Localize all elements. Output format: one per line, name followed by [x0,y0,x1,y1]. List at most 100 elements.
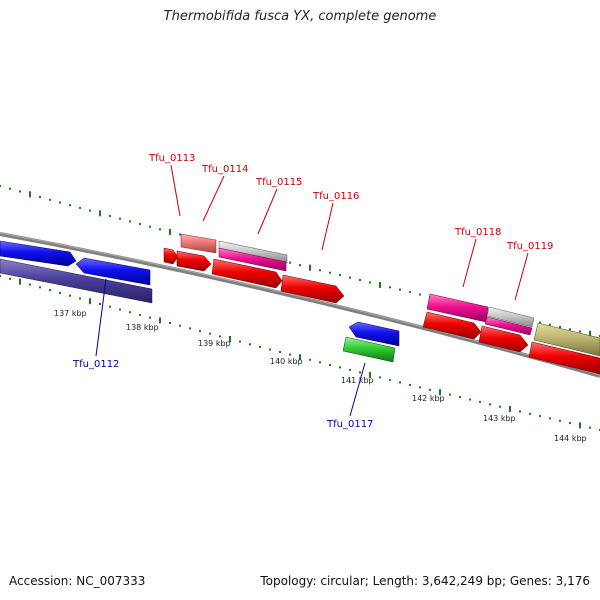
major-tick [29,191,31,198]
gene-tfu-0116-a[interactable] [211,258,283,289]
minor-tick [309,358,311,361]
minor-tick [79,297,81,300]
minor-tick [289,261,291,264]
minor-tick [519,410,521,413]
minor-tick [149,225,151,228]
gene-callout-line [202,175,225,222]
minor-tick [549,323,551,326]
gene-label-tfu-0119[interactable]: Tfu_0119 [506,241,553,252]
minor-tick [329,363,331,366]
minor-tick [19,190,21,193]
tick-label: 139 kbp [198,339,231,348]
minor-tick [39,196,41,198]
minor-tick [199,330,201,333]
minor-tick [499,405,501,408]
minor-tick [109,215,111,217]
minor-tick [409,291,411,294]
gene-tfu-0117[interactable] [342,336,396,363]
minor-tick [449,393,451,396]
minor-tick [0,185,1,187]
minor-tick [359,371,361,374]
minor-tick [539,415,541,418]
gene-tfu-0111[interactable] [0,240,77,267]
major-tick [309,264,311,271]
gene-features [0,233,600,375]
major-tick [99,210,101,217]
gene-callout-line [257,188,278,235]
minor-tick [249,343,251,346]
minor-tick [79,206,81,209]
minor-tick [339,366,341,369]
minor-tick [49,198,51,201]
lower-tick-track [0,275,600,431]
major-tick [579,422,581,429]
minor-tick [399,288,401,291]
minor-tick [469,398,471,401]
gene-small-red[interactable] [163,247,179,265]
minor-tick [69,294,71,297]
genome-stats: Topology: circular; Length: 3,642,249 bp… [260,574,590,588]
minor-tick [279,351,281,353]
gene-callout-line [462,238,477,288]
tick-label: 141 kbp [341,376,374,385]
gene-red-right[interactable] [528,341,600,375]
gene-tfu-0119[interactable] [484,316,533,336]
minor-tick [129,311,131,314]
gene-red-0119b[interactable] [478,325,529,353]
minor-tick [329,271,331,274]
gene-tfu-0112[interactable] [0,258,153,304]
gene-blue-0117a[interactable] [348,321,400,347]
gene-tfu-0114[interactable] [176,250,212,272]
minor-tick [589,426,591,429]
gene-tfu-0115[interactable] [218,247,287,272]
minor-tick [189,327,191,330]
gene-label-tfu-0115[interactable]: Tfu_0115 [255,177,302,188]
tick-label: 137 kbp [54,309,87,318]
minor-tick [539,321,541,324]
gene-tfu-0116[interactable] [280,274,345,304]
minor-tick [389,286,391,289]
major-tick [509,406,511,412]
gene-label-tfu-0118[interactable]: Tfu_0118 [454,227,501,238]
gene-label-tfu-0117[interactable]: Tfu_0117 [326,419,373,430]
minor-tick [49,289,51,292]
major-tick [19,278,21,285]
minor-tick [119,217,121,220]
minor-tick [159,228,161,231]
minor-tick [319,269,321,272]
major-tick [169,228,171,235]
minor-tick [569,422,571,425]
gene-olive[interactable] [533,322,600,357]
tick-label: 143 kbp [483,414,516,423]
gene-tfu-0115-gray[interactable] [218,240,288,264]
minor-tick [559,419,561,422]
minor-tick [359,279,361,281]
minor-tick [419,293,421,296]
minor-tick [39,286,41,289]
gene-label-tfu-0116[interactable]: Tfu_0116 [312,191,359,202]
backbone [0,232,600,378]
minor-tick [59,291,61,294]
gene-label-tfu-0114[interactable]: Tfu_0114 [201,164,248,175]
major-tick [369,371,371,378]
major-tick [89,298,91,305]
major-tick [589,330,591,337]
gene-tfu-0113[interactable] [180,233,217,254]
minor-tick [9,277,11,280]
minor-tick [339,274,341,277]
gene-label-tfu-0112[interactable]: Tfu_0112 [72,359,119,370]
gene-tfu-0112-upper[interactable] [75,257,151,286]
minor-tick [549,417,551,420]
tick-label: 142 kbp [412,394,445,403]
gene-tfu-0118-gray[interactable] [486,306,535,328]
minor-tick [99,303,101,305]
minor-tick [299,264,301,267]
minor-tick [89,209,91,212]
minor-tick [349,368,351,371]
gene-label-tfu-0113[interactable]: Tfu_0113 [148,153,195,164]
minor-tick [559,326,561,328]
gene-red-0118b[interactable] [422,311,482,340]
minor-tick [9,187,11,190]
major-tick [159,317,161,324]
